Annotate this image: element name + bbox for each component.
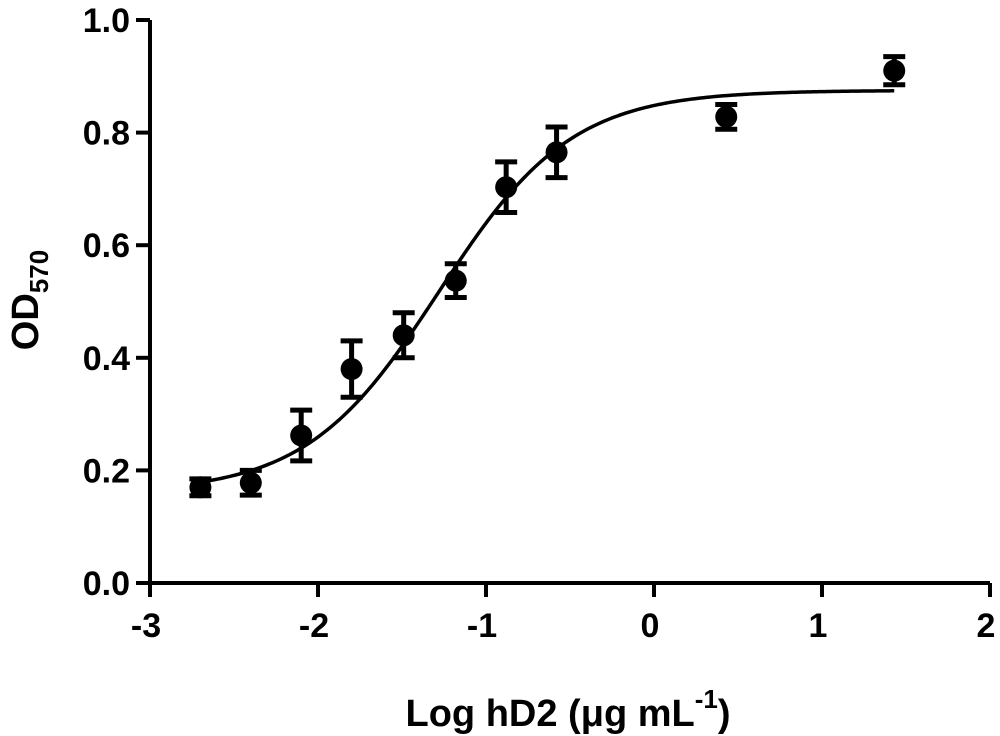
point-marker [883,59,906,82]
data-point [444,261,467,301]
point-marker [340,358,363,381]
point-marker [189,476,212,499]
point-marker [290,424,313,447]
data-point [883,54,906,88]
y-tick-label: 0.8 [83,115,130,153]
point-marker [444,269,467,292]
y-axis-title-main: OD [5,293,47,350]
data-point [340,338,363,400]
data-points [189,54,906,499]
data-point [392,310,415,361]
x-tick-label: -2 [299,607,329,645]
point-marker [715,105,738,128]
data-point [189,476,212,499]
x-tick-label: 2 [977,607,996,645]
y-axis-title: OD570 [5,250,54,350]
data-point [545,124,568,181]
x-tick-label: -1 [467,607,497,645]
y-tick-label: 0.2 [83,452,130,490]
data-point [239,467,262,498]
point-marker [545,141,568,164]
y-axis-title-subscript: 570 [24,250,54,293]
y-tick-label: 0.0 [83,565,130,603]
x-axis-title-close: ) [718,693,731,735]
data-point [495,159,518,216]
x-axis-title-superscript: -1 [695,684,718,714]
data-point [290,407,313,464]
data-point [715,101,738,132]
x-axis-ticks: -3 -2 -1 0 1 2 [131,583,996,645]
y-tick-label: 1.0 [83,2,130,40]
point-marker [495,176,518,199]
point-marker [239,471,262,494]
y-axis-ticks: 0.0 0.2 0.4 0.6 0.8 1.0 [83,2,150,603]
y-tick-label: 0.4 [83,340,130,378]
x-axis-title-main: Log hD2 (μg mL [406,693,695,735]
x-tick-label: 0 [641,607,660,645]
x-axis-title: Log hD2 (μg mL-1) [406,684,731,735]
y-tick-label: 0.6 [83,227,130,265]
x-tick-label: 1 [809,607,828,645]
point-marker [392,324,415,347]
x-tick-label: -3 [131,607,161,645]
